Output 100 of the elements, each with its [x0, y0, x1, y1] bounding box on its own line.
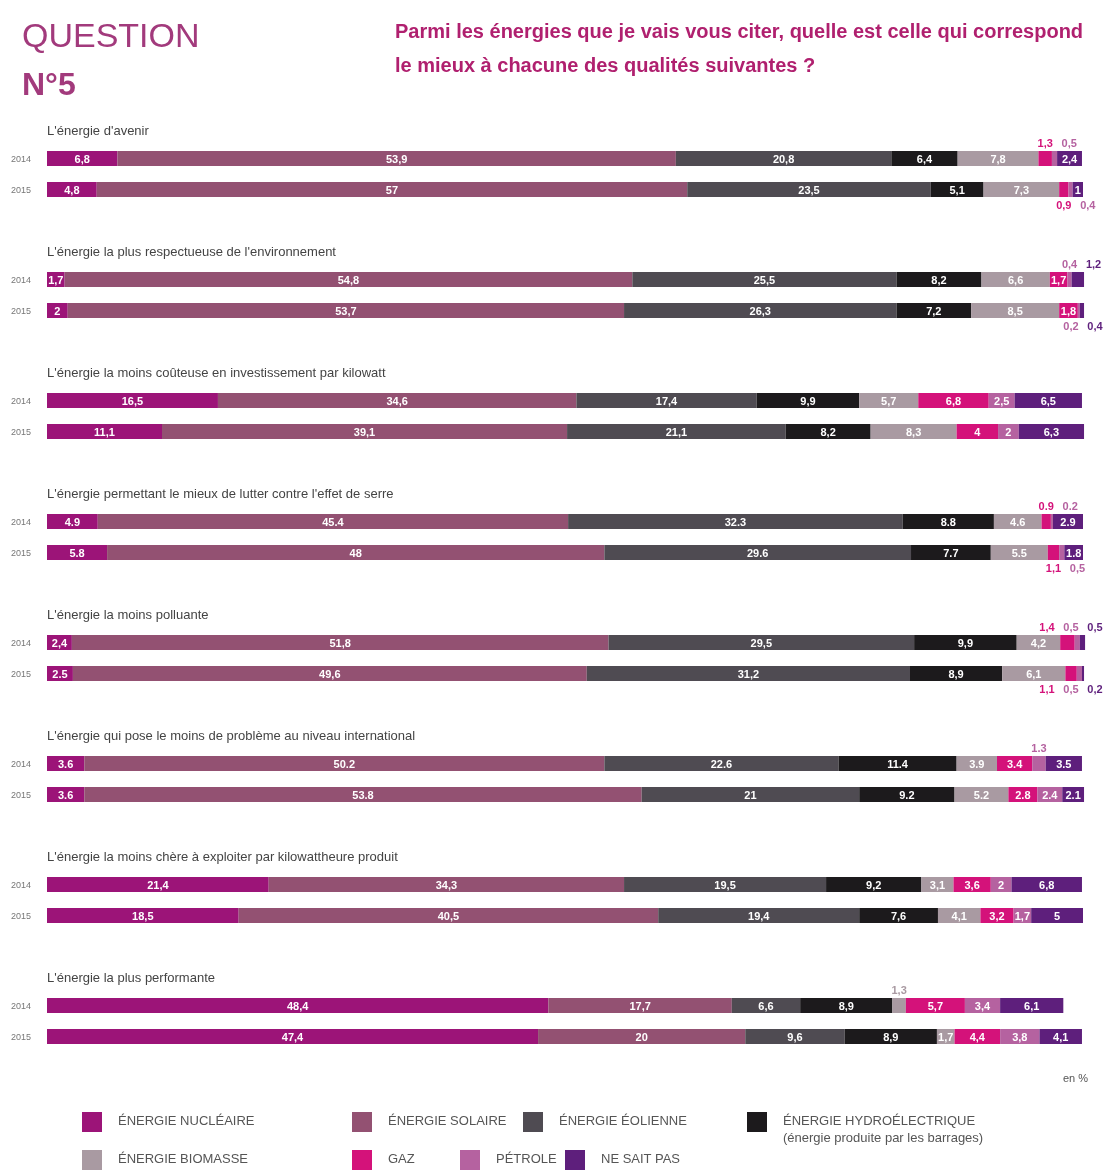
data-label: 26,3: [749, 304, 771, 317]
bar: [859, 908, 938, 923]
bar: [957, 151, 1039, 166]
data-label: 7,6: [890, 909, 907, 922]
legend-label: ÉNERGIE BIOMASSE: [118, 1150, 249, 1167]
bar: [117, 151, 676, 166]
bar: [568, 514, 903, 529]
y-tick-label: 2014: [10, 759, 32, 769]
y-tick-label: 2015: [10, 1032, 32, 1042]
data-label: 1,7: [1051, 273, 1067, 286]
data-label: 5.2: [973, 788, 990, 801]
data-label: 6,8: [74, 152, 90, 165]
bar: [586, 666, 910, 681]
data-label: 0.9: [1038, 500, 1054, 512]
bar: [96, 182, 688, 197]
bar: [800, 998, 893, 1013]
y-tick-label: 2014: [10, 638, 32, 648]
bar: [785, 424, 871, 439]
data-label: 48,4: [287, 999, 310, 1012]
data-label: 1,2: [1085, 258, 1102, 270]
bar: [1071, 272, 1085, 287]
y-tick-label: 2015: [10, 669, 32, 679]
bar: [930, 182, 984, 197]
data-label: 4: [974, 425, 982, 438]
data-label: 3,1: [929, 878, 946, 891]
data-label: 0,5: [1063, 683, 1079, 695]
bar: [71, 635, 609, 650]
data-label: 0,5: [1087, 621, 1103, 633]
bar: [1081, 666, 1085, 681]
y-tick-label: 2014: [10, 517, 32, 527]
data-label: 6,6: [1008, 273, 1024, 286]
data-label: 1,3: [891, 984, 907, 996]
bar: [687, 182, 931, 197]
bar: [1051, 151, 1058, 166]
data-label: 8,9: [838, 999, 854, 1012]
data-label: 7.7: [943, 546, 959, 559]
data-label: 3,2: [989, 909, 1005, 922]
bar: [870, 424, 957, 439]
data-label: 1,8: [1060, 304, 1077, 317]
legend-label: GAZ: [388, 1150, 415, 1167]
legend-label: ÉNERGIE SOLAIRE: [388, 1112, 507, 1129]
data-label: 5.5: [1011, 546, 1027, 559]
data-label: 0,4: [1087, 320, 1104, 332]
data-label: 6,1: [1024, 999, 1040, 1012]
bar: [1050, 514, 1053, 529]
bar: [538, 1029, 746, 1044]
chart-title: L'énergie qui pose le moins de problème au niveau international: [47, 728, 416, 743]
data-label: 45.4: [322, 515, 345, 528]
data-label: 6,1: [1026, 667, 1042, 680]
data-label: 1,1: [1039, 683, 1055, 695]
data-label: 40,5: [437, 909, 460, 922]
bar: [1074, 635, 1080, 650]
data-label: 7,2: [926, 304, 942, 317]
data-label: 1.8: [1066, 546, 1082, 559]
data-label: 21: [744, 788, 757, 801]
text: N°5: [22, 66, 76, 102]
y-tick-label: 2014: [10, 154, 32, 164]
data-label: 0,5: [1063, 621, 1079, 633]
data-label: 8,2: [931, 273, 947, 286]
y-tick-label: 2015: [10, 548, 32, 558]
legend-label: PÉTROLE: [496, 1150, 557, 1167]
data-label: 2,4: [1061, 152, 1079, 165]
data-label: 39,1: [353, 425, 376, 438]
y-tick-label: 2014: [10, 1001, 32, 1011]
data-label: 6,4: [916, 152, 934, 165]
data-label: 5,1: [949, 183, 965, 196]
bar: [268, 877, 625, 892]
y-tick-label: 2015: [10, 185, 32, 195]
bar: [47, 393, 218, 408]
data-label: 53.8: [352, 788, 374, 801]
bar: [47, 545, 108, 560]
bar: [84, 787, 642, 802]
data-label: 1,7: [48, 273, 64, 286]
data-label: 21,1: [665, 425, 688, 438]
data-label: 9,9: [957, 636, 974, 649]
data-label: 18,5: [132, 909, 154, 922]
data-label: 5,7: [881, 394, 897, 407]
data-label: 50.2: [333, 757, 356, 770]
bar: [238, 908, 659, 923]
text: en %: [1062, 1072, 1089, 1084]
y-tick-label: 2015: [10, 911, 32, 921]
data-label: 0,5: [1061, 137, 1077, 149]
data-label: 17,7: [629, 999, 651, 1012]
data-label: 57: [385, 183, 399, 196]
bar: [47, 151, 118, 166]
data-label: 0,5: [1069, 562, 1086, 574]
bar: [909, 666, 1003, 681]
data-label: 31,2: [737, 667, 760, 680]
bar: [844, 1029, 937, 1044]
data-label: 4,2: [1030, 636, 1047, 649]
data-label: 1,7: [1014, 909, 1031, 922]
bar: [72, 666, 587, 681]
bar: [47, 877, 269, 892]
data-label: 6,3: [1043, 425, 1060, 438]
bar: [1079, 303, 1085, 318]
data-label: 8,2: [820, 425, 836, 438]
bar: [896, 303, 972, 318]
y-tick-label: 2014: [10, 396, 32, 406]
data-label: 4.6: [1010, 515, 1026, 528]
bar: [1059, 545, 1065, 560]
